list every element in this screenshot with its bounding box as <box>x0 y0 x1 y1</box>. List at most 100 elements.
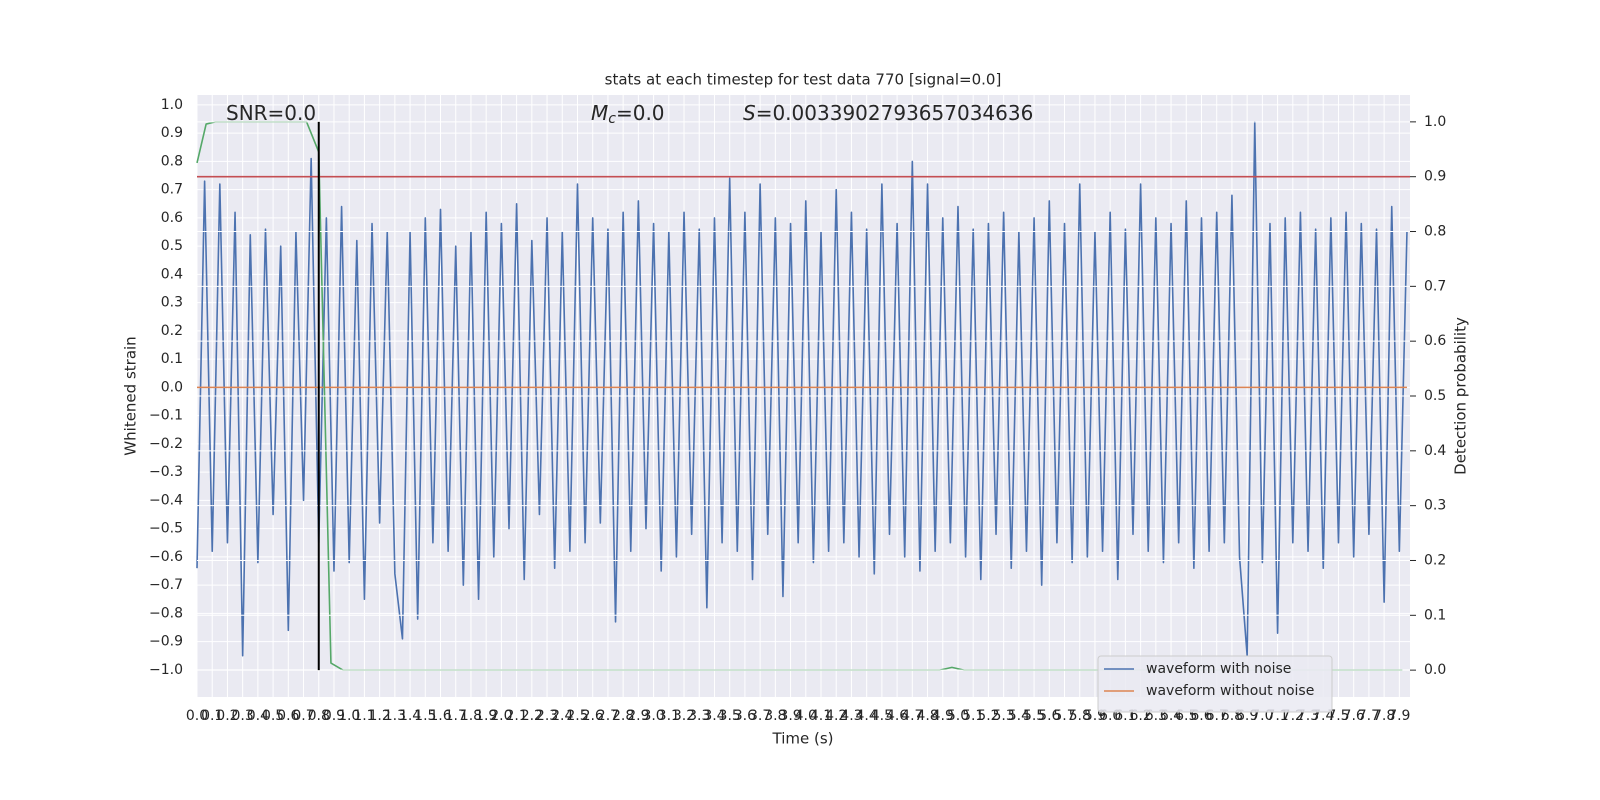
y-tick-label: −0.3 <box>149 464 183 480</box>
x-tick-label: 0.2 <box>216 708 238 724</box>
x-tick-label: 4.2 <box>825 708 847 724</box>
x-tick-label: 2.7 <box>597 708 619 724</box>
x-tick-label: 2.1 <box>505 708 527 724</box>
x-tick-label: 5.8 <box>1069 708 1091 724</box>
annotation-text: =0.0 <box>616 101 665 125</box>
x-tick-label: 1.0 <box>338 708 360 724</box>
y-tick-label: 0.6 <box>161 210 183 226</box>
x-tick-label: 1.8 <box>460 708 482 724</box>
x-tick-label: 0.4 <box>247 708 269 724</box>
x-tick-label: 5.6 <box>1038 708 1060 724</box>
x-tick-label: 5.3 <box>993 708 1015 724</box>
x-tick-label: 3.5 <box>719 708 741 724</box>
y2-tick-label: 0.1 <box>1424 607 1446 623</box>
annotation-symbol: M <box>591 101 608 125</box>
x-tick-label: 2.6 <box>582 708 604 724</box>
y-tick-label: 0.9 <box>161 125 183 141</box>
x-tick-label: 2.8 <box>612 708 634 724</box>
legend-label: waveform without noise <box>1146 683 1314 699</box>
x-tick-label: 1.6 <box>429 708 451 724</box>
x-tick-label: 3.8 <box>764 708 786 724</box>
x-tick-label: 1.2 <box>369 708 391 724</box>
y2-tick-label: 1.0 <box>1424 114 1446 130</box>
x-tick-label: 3.4 <box>703 708 725 724</box>
y-tick-label: −0.9 <box>149 634 183 650</box>
x-tick-label: 2.3 <box>536 708 558 724</box>
y2-tick-label: 0.0 <box>1424 662 1446 678</box>
x-tick-label: 2.4 <box>551 708 573 724</box>
x-tick-label: 2.0 <box>490 708 512 724</box>
y-tick-label: 0.0 <box>161 379 183 395</box>
y-tick-label: −0.8 <box>149 605 183 621</box>
x-tick-label: 2.9 <box>627 708 649 724</box>
x-tick-label: 3.3 <box>688 708 710 724</box>
y2-axis-label: Detection probability <box>1452 317 1470 475</box>
y-tick-label: 0.3 <box>161 295 183 311</box>
x-tick-label: 3.6 <box>734 708 756 724</box>
x-axis-label: Time (s) <box>772 730 834 748</box>
x-tick-label: 2.2 <box>521 708 543 724</box>
y2-tick-label: 0.4 <box>1424 443 1446 459</box>
x-tick-label: 7.7 <box>1358 708 1380 724</box>
y-tick-label: 0.4 <box>161 266 183 282</box>
annotation-subscript: c <box>608 111 616 127</box>
chart-title: stats at each timestep for test data 770… <box>605 71 1002 89</box>
y-tick-label: 0.8 <box>161 153 183 169</box>
y-tick-label: −1.0 <box>149 662 183 678</box>
y-tick-label: −0.5 <box>149 521 183 537</box>
series-line <box>196 121 1403 671</box>
x-tick-label: 4.3 <box>840 708 862 724</box>
x-tick-label: 2.5 <box>566 708 588 724</box>
x-tick-label: 3.1 <box>658 708 680 724</box>
y-tick-label: 0.1 <box>161 351 183 367</box>
x-tick-label: 0.1 <box>201 708 223 724</box>
x-tick-label: 3.9 <box>779 708 801 724</box>
x-tick-label: 1.7 <box>445 708 467 724</box>
x-tick-label: 7.8 <box>1373 708 1395 724</box>
x-tick-label: 3.7 <box>749 708 771 724</box>
x-tick-label: 4.5 <box>871 708 893 724</box>
y-tick-label: −0.6 <box>149 549 183 565</box>
y-tick-label: −0.7 <box>149 577 183 593</box>
x-tick-label: 4.9 <box>932 708 954 724</box>
y2-tick-label: 0.3 <box>1424 498 1446 514</box>
y-tick-label: 0.5 <box>161 238 183 254</box>
y-tick-label: 0.7 <box>161 182 183 198</box>
y-tick-label: −0.1 <box>149 408 183 424</box>
x-tick-label: 4.1 <box>810 708 832 724</box>
x-tick-label: 1.4 <box>399 708 421 724</box>
x-tick-label: 5.0 <box>947 708 969 724</box>
x-tick-label: 0.7 <box>292 708 314 724</box>
x-tick-label: 5.1 <box>962 708 984 724</box>
x-tick-label: 4.4 <box>856 708 878 724</box>
annotation-text: =0.0033902793657034636 <box>756 101 1034 125</box>
series-line <box>196 121 1408 657</box>
legend-label: waveform with noise <box>1146 661 1291 677</box>
y-tick-label: 1.0 <box>161 97 183 113</box>
x-tick-label: 7.5 <box>1327 708 1349 724</box>
y2-tick-label: 0.6 <box>1424 333 1446 349</box>
x-tick-label: 7.9 <box>1388 708 1410 724</box>
x-tick-label: 4.6 <box>886 708 908 724</box>
x-tick-label: 3.2 <box>673 708 695 724</box>
annotation: S=0.0033902793657034636 <box>743 101 1033 125</box>
x-tick-label: 0.8 <box>308 708 330 724</box>
x-tick-label: 5.2 <box>977 708 999 724</box>
y-axis-label: Whitened strain <box>122 336 140 455</box>
y2-tick-label: 0.7 <box>1424 278 1446 294</box>
x-tick-label: 0.0 <box>186 708 208 724</box>
y2-tick-label: 0.8 <box>1424 224 1446 240</box>
y-tick-label: 0.2 <box>161 323 183 339</box>
x-tick-label: 5.7 <box>1053 708 1075 724</box>
x-tick-label: 7.6 <box>1343 708 1365 724</box>
x-tick-label: 0.9 <box>323 708 345 724</box>
x-tick-label: 5.5 <box>1023 708 1045 724</box>
x-tick-label: 1.1 <box>353 708 375 724</box>
x-tick-label: 0.3 <box>232 708 254 724</box>
x-tick-label: 4.7 <box>901 708 923 724</box>
x-tick-label: 1.9 <box>475 708 497 724</box>
y2-tick-label: 0.5 <box>1424 388 1446 404</box>
x-tick-label: 0.6 <box>277 708 299 724</box>
